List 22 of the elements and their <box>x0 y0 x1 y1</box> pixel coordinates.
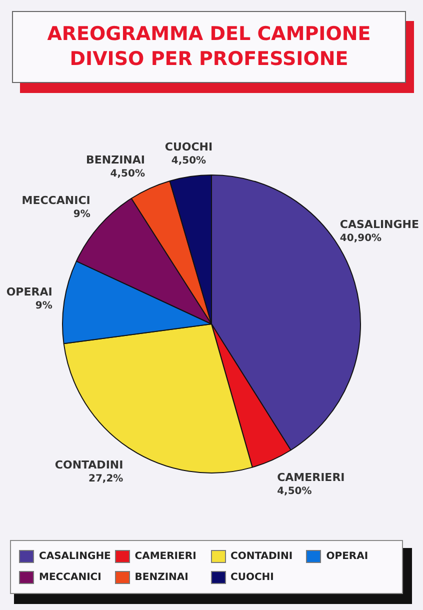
data-label: 9% <box>35 300 52 312</box>
legend-label: BENZINAI <box>134 572 188 583</box>
legend-label: CUOCHI <box>230 572 274 583</box>
legend-label: OPERAI <box>326 551 368 562</box>
slice-label: CAMERIERI <box>277 471 345 484</box>
slice-label: CASALINGHE <box>340 218 420 232</box>
data-label: 27,2% <box>88 474 124 485</box>
legend-label: CONTADINI <box>230 551 293 562</box>
data-label: 4,50% <box>277 486 312 498</box>
data-label: 9% <box>73 208 90 220</box>
slice-label: OPERAI <box>6 286 52 299</box>
data-label: 40,90% <box>340 233 382 244</box>
legend-label: CASALINGHE <box>39 551 111 562</box>
chart-title: AREOGRAMMA DEL CAMPIONE DIVISO PER PROFESSIONE <box>12 11 406 83</box>
legend-label: CAMERIERI <box>134 551 196 562</box>
legend-label: MECCANICI <box>39 572 102 583</box>
data-label: 4,50% <box>171 156 206 167</box>
slice-label: CUOCHI <box>164 140 213 154</box>
slice-label: MECCANICI <box>22 194 90 207</box>
data-label: 4,50% <box>110 168 145 180</box>
slice-label: BENZINAI <box>86 153 145 166</box>
slice-label: CONTADINI <box>54 458 124 472</box>
